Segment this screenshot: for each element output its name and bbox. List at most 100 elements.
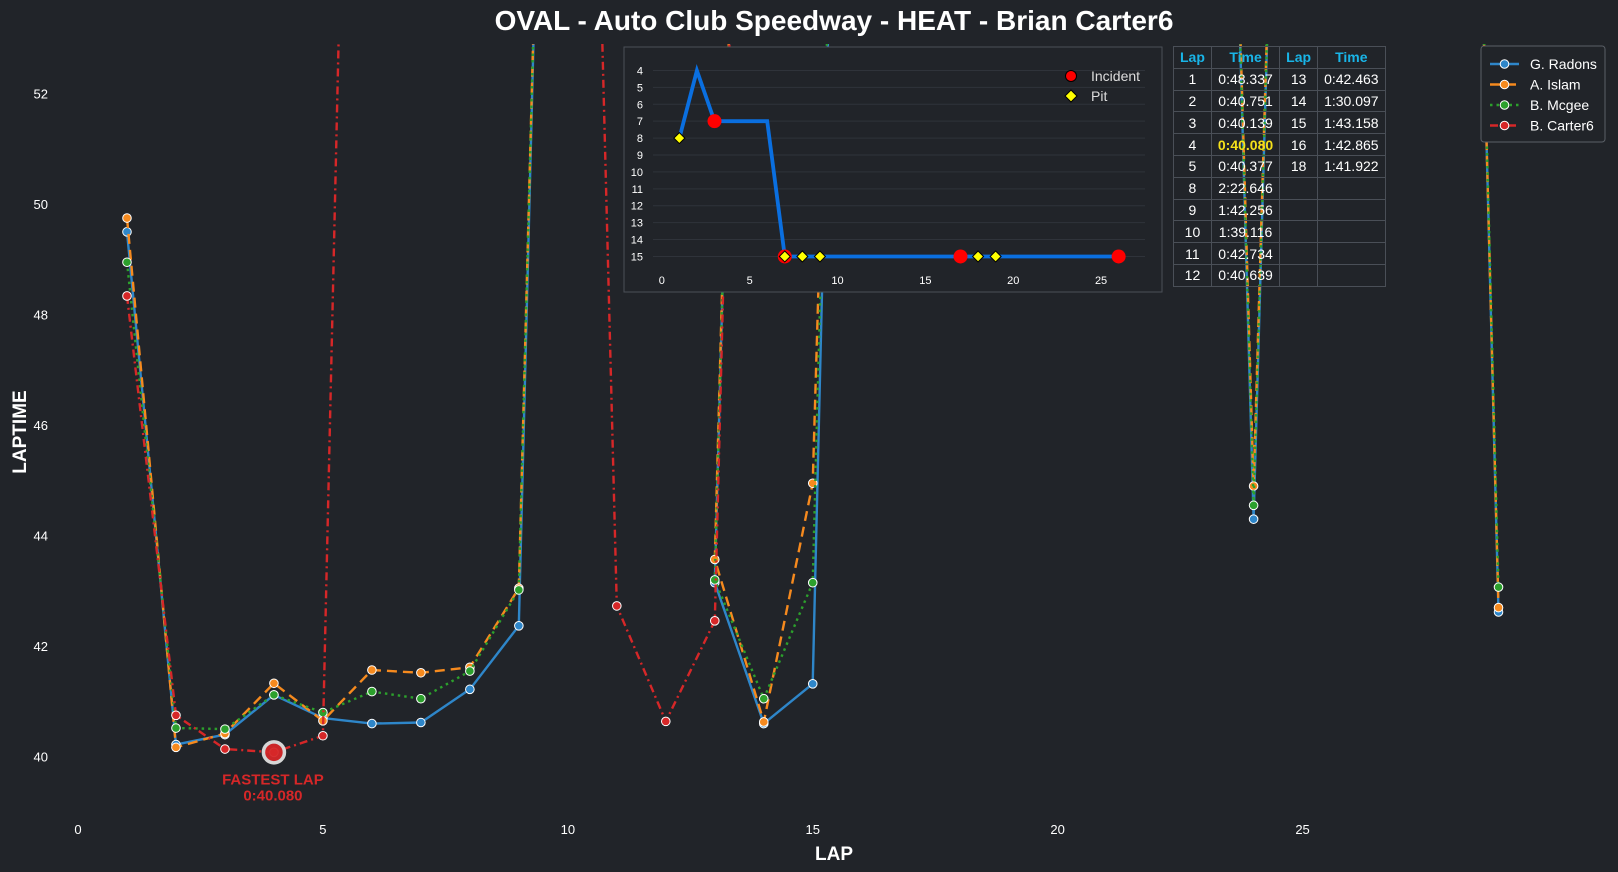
inset-y-tick-label: 15 (631, 251, 643, 263)
inset-x-tick-label: 20 (1007, 275, 1019, 287)
data-point (1493, 582, 1504, 592)
table-row: 1 0:48.337 13 0:42.463 (1173, 67, 1386, 91)
lap-time-cell: 0:48.337 (1210, 67, 1281, 91)
table-row: 12 0:40.639 (1173, 263, 1386, 287)
lap-time-cell: 1:39.116 (1210, 220, 1281, 244)
x-tick-label: 10 (561, 822, 575, 837)
data-point (612, 601, 622, 611)
inset-x-tick-label: 15 (919, 275, 931, 287)
data-point (514, 585, 524, 595)
inset-y-tick-label: 5 (637, 82, 643, 94)
data-point (318, 707, 328, 718)
lap-number-cell: 11 (1173, 242, 1212, 265)
legend-item: B. Mcgee (1490, 97, 1589, 113)
data-point (1248, 514, 1259, 524)
data-point (171, 710, 181, 721)
pit-legend-label: Pit (1091, 88, 1107, 104)
pit-marker (673, 131, 686, 145)
y-axis-label: LAPTIME (10, 390, 31, 473)
lap-number-cell (1279, 176, 1319, 200)
table-row: 9 1:42.256 (1173, 198, 1386, 222)
lap-number-cell (1279, 263, 1319, 287)
lap-number-cell (1279, 198, 1319, 222)
lap-number-cell: 12 (1173, 263, 1212, 287)
data-point (807, 679, 818, 689)
lap-time-cell: 1:42.865 (1317, 133, 1386, 156)
x-tick-label: 25 (1295, 822, 1309, 837)
inset-legend-item: Pit (1064, 88, 1107, 104)
table-row: 10 1:39.116 (1173, 220, 1386, 244)
legend-label: A. Islam (1530, 77, 1581, 93)
x-axis-label: LAP (815, 844, 853, 865)
table-row: 4 0:40.080 16 1:42.865 (1173, 133, 1386, 156)
legend-frame (1480, 45, 1606, 143)
lap-time-cell (1317, 198, 1386, 222)
lap-time-cell: 0:40.751 (1210, 89, 1281, 113)
lap-number-cell: 3 (1173, 111, 1212, 135)
x-tick-label: 0 (74, 822, 81, 837)
legend-label: G. Radons (1530, 56, 1597, 72)
inset-x-tick-label: 5 (747, 275, 753, 287)
inset-y-tick-label: 8 (637, 133, 643, 145)
inset-y-tick-label: 9 (637, 150, 643, 162)
inset-x-tick-label: 0 (659, 275, 665, 287)
lap-number-cell: 2 (1173, 89, 1212, 113)
data-point (367, 686, 377, 697)
data-point (807, 577, 818, 588)
lap-time-cell: 0:42.734 (1210, 242, 1281, 265)
y-tick-label: 42 (34, 639, 48, 654)
inset-y-tick-label: 6 (637, 99, 643, 111)
lap-number-cell: 15 (1279, 111, 1319, 135)
data-point (416, 717, 426, 728)
legend-item: G. Radons (1490, 56, 1597, 72)
pit-legend-icon (1064, 89, 1078, 103)
lap-time-cell: 1:42.256 (1210, 198, 1281, 222)
data-point (1248, 500, 1259, 511)
lap-number-cell: 9 (1173, 198, 1212, 222)
data-point (122, 257, 132, 268)
pit-marker (778, 250, 791, 263)
lap-time-cell (1317, 263, 1386, 287)
y-tick-label: 52 (34, 87, 48, 102)
table-row: 3 0:40.139 15 1:43.158 (1173, 111, 1386, 135)
data-point (416, 667, 426, 678)
x-tick-label: 15 (806, 822, 820, 837)
y-tick-label: 40 (34, 750, 48, 765)
data-point (367, 718, 377, 729)
data-point (318, 730, 328, 741)
lap-number-cell: 13 (1279, 67, 1319, 91)
data-point (465, 666, 475, 676)
data-point (1493, 602, 1504, 613)
legend-item: B. Carter6 (1490, 118, 1594, 134)
series-b-mcgee (122, 44, 1504, 734)
data-point (465, 684, 475, 695)
inset-legend: Incident Pit (1064, 68, 1140, 104)
data-point (514, 621, 524, 631)
data-point (122, 227, 132, 237)
plot-area (122, 44, 1504, 758)
position-line (677, 63, 1119, 259)
data-point (220, 744, 230, 754)
inset-y-tick-label: 7 (637, 116, 643, 128)
table-row: 5 0:40.377 18 1:41.922 (1173, 154, 1386, 178)
lap-time-cell: 1:43.158 (1317, 111, 1386, 135)
inset-x-tick-label: 25 (1095, 275, 1107, 287)
lap-table-header-row: Lap Time Lap Time (1173, 46, 1386, 69)
lap-time-cell (1317, 242, 1386, 265)
lap-number-cell (1279, 242, 1319, 265)
table-row: 8 2:22.646 (1173, 176, 1386, 200)
legend-marker (1499, 100, 1510, 110)
lap-number-cell: 14 (1279, 89, 1319, 113)
data-point (171, 723, 181, 733)
lap-time-cell: 0:40.139 (1210, 111, 1281, 135)
legend-marker (1499, 120, 1510, 131)
lap-number-cell: 4 (1173, 133, 1212, 156)
lap-table-header: Time (1210, 46, 1281, 69)
incident-legend-icon (1065, 70, 1077, 82)
data-point (269, 690, 279, 700)
lap-time-cell (1317, 176, 1386, 200)
inset-x-tick-label: 10 (831, 275, 843, 287)
lap-number-cell (1279, 220, 1319, 244)
lap-number-cell: 16 (1279, 133, 1319, 156)
